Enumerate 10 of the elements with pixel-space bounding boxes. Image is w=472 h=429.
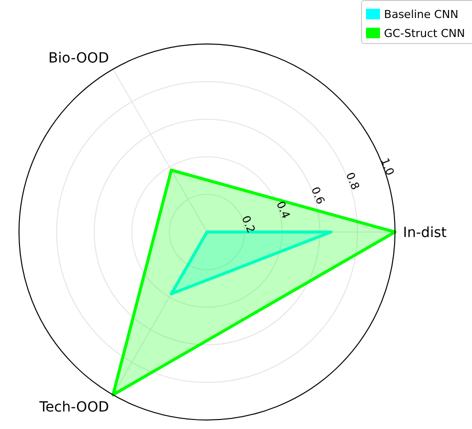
y-tick-label: 1.0 xyxy=(378,156,397,178)
spoke-label: Bio-OOD xyxy=(48,50,109,66)
spoke-label: In-dist xyxy=(403,224,448,241)
legend-label: Baseline CNN xyxy=(384,8,458,21)
legend-label: GC-Struct CNN xyxy=(384,27,465,40)
y-tick-label: 0.2 xyxy=(238,214,258,235)
y-tick-label: 0.4 xyxy=(274,199,292,221)
y-tick-label: 0.6 xyxy=(308,185,328,206)
y-tick-label: 0.8 xyxy=(343,170,362,192)
spoke-label: Tech-OOD xyxy=(38,400,109,416)
